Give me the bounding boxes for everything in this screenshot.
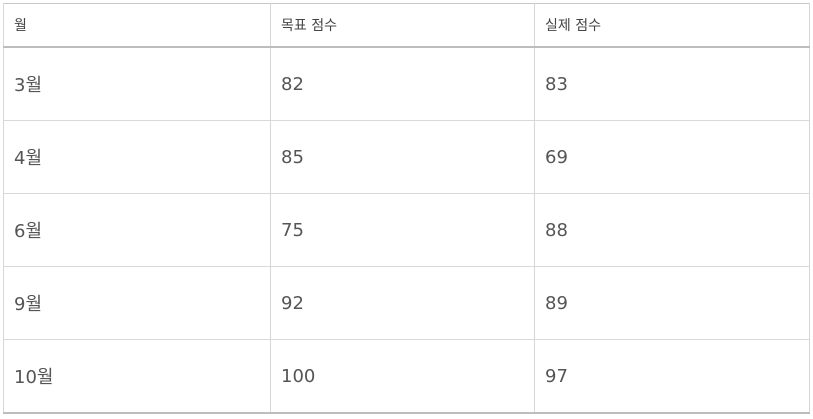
header-row: 월 목표 점수 실제 점수 (3, 3, 810, 48)
cell-month: 3월 (3, 47, 271, 121)
score-table-container: 월 목표 점수 실제 점수 3월 82 83 4월 85 69 6월 75 88 (3, 3, 810, 414)
table-row: 9월 92 89 (3, 266, 810, 340)
header-month: 월 (3, 3, 271, 48)
cell-month: 9월 (3, 266, 271, 340)
cell-actual-score: 69 (534, 120, 810, 194)
table-header: 월 목표 점수 실제 점수 (3, 3, 810, 48)
cell-target-score: 75 (270, 193, 535, 267)
cell-target-score: 85 (270, 120, 535, 194)
cell-target-score: 82 (270, 47, 535, 121)
cell-actual-score: 97 (534, 339, 810, 413)
table-body: 3월 82 83 4월 85 69 6월 75 88 9월 92 89 10월 (3, 47, 810, 413)
table-row: 4월 85 69 (3, 120, 810, 194)
score-table: 월 목표 점수 실제 점수 3월 82 83 4월 85 69 6월 75 88 (3, 3, 810, 414)
cell-month: 10월 (3, 339, 271, 413)
cell-month: 6월 (3, 193, 271, 267)
cell-target-score: 92 (270, 266, 535, 340)
table-row: 6월 75 88 (3, 193, 810, 267)
cell-actual-score: 88 (534, 193, 810, 267)
cell-month: 4월 (3, 120, 271, 194)
table-row: 3월 82 83 (3, 47, 810, 121)
header-target-score: 목표 점수 (270, 3, 535, 48)
table-row: 10월 100 97 (3, 339, 810, 413)
cell-actual-score: 83 (534, 47, 810, 121)
cell-target-score: 100 (270, 339, 535, 413)
cell-actual-score: 89 (534, 266, 810, 340)
header-actual-score: 실제 점수 (534, 3, 810, 48)
